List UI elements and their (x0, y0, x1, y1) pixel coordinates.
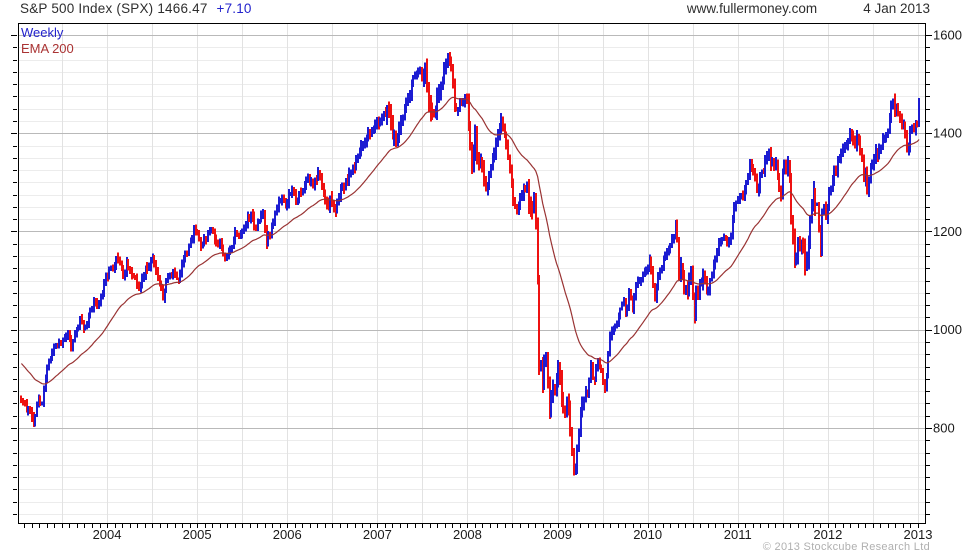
x-axis-label: 2010 (633, 527, 662, 542)
copyright-notice: © 2013 Stockcube Research Ltd (762, 541, 930, 553)
x-axis-label: 2008 (453, 527, 482, 542)
y-axis-label: 1000 (933, 322, 962, 337)
gridlines (18, 23, 925, 523)
x-axis-label: 2013 (904, 527, 933, 542)
legend-item-weekly: Weekly (21, 25, 74, 41)
legend-item-ema: EMA 200 (21, 41, 74, 57)
axis-ticks (11, 35, 932, 528)
price-bars (20, 51, 920, 476)
y-axis-label: 800 (933, 420, 955, 435)
price-change: +7.10 (216, 1, 252, 16)
x-axis-label: 2004 (93, 527, 122, 542)
chart-header-right: www.fullermoney.com 4 Jan 2013 (687, 1, 930, 16)
legend-label-weekly: Weekly (21, 25, 64, 40)
x-axis-label: 2007 (363, 527, 392, 542)
legend: Weekly EMA 200 (21, 25, 74, 57)
x-axis-label: 2011 (724, 527, 752, 542)
y-axis-label: 1600 (933, 27, 962, 42)
x-axis-label: 2006 (273, 527, 302, 542)
x-axis-label: 2005 (183, 527, 212, 542)
ema-line (20, 96, 920, 385)
axis-labels: 800 1000 1200 1400 1600 2004 2005 2006 2007 2008 2… (93, 27, 962, 542)
y-axis-label: 1200 (933, 224, 962, 239)
x-axis-label: 2012 (813, 527, 842, 542)
plot-frame (18, 23, 926, 524)
y-axis-label: 1400 (933, 126, 962, 141)
chart-title: S&P 500 Index (SPX) 1466.47 +7.10 (20, 1, 252, 16)
instrument-title: S&P 500 Index (SPX) 1466.47 (20, 1, 208, 16)
site-watermark: www.fullermoney.com (686, 1, 818, 16)
chart-date: 4 Jan 2013 (863, 1, 930, 16)
x-axis-label: 2009 (543, 527, 572, 542)
legend-label-ema: EMA 200 (21, 41, 74, 56)
